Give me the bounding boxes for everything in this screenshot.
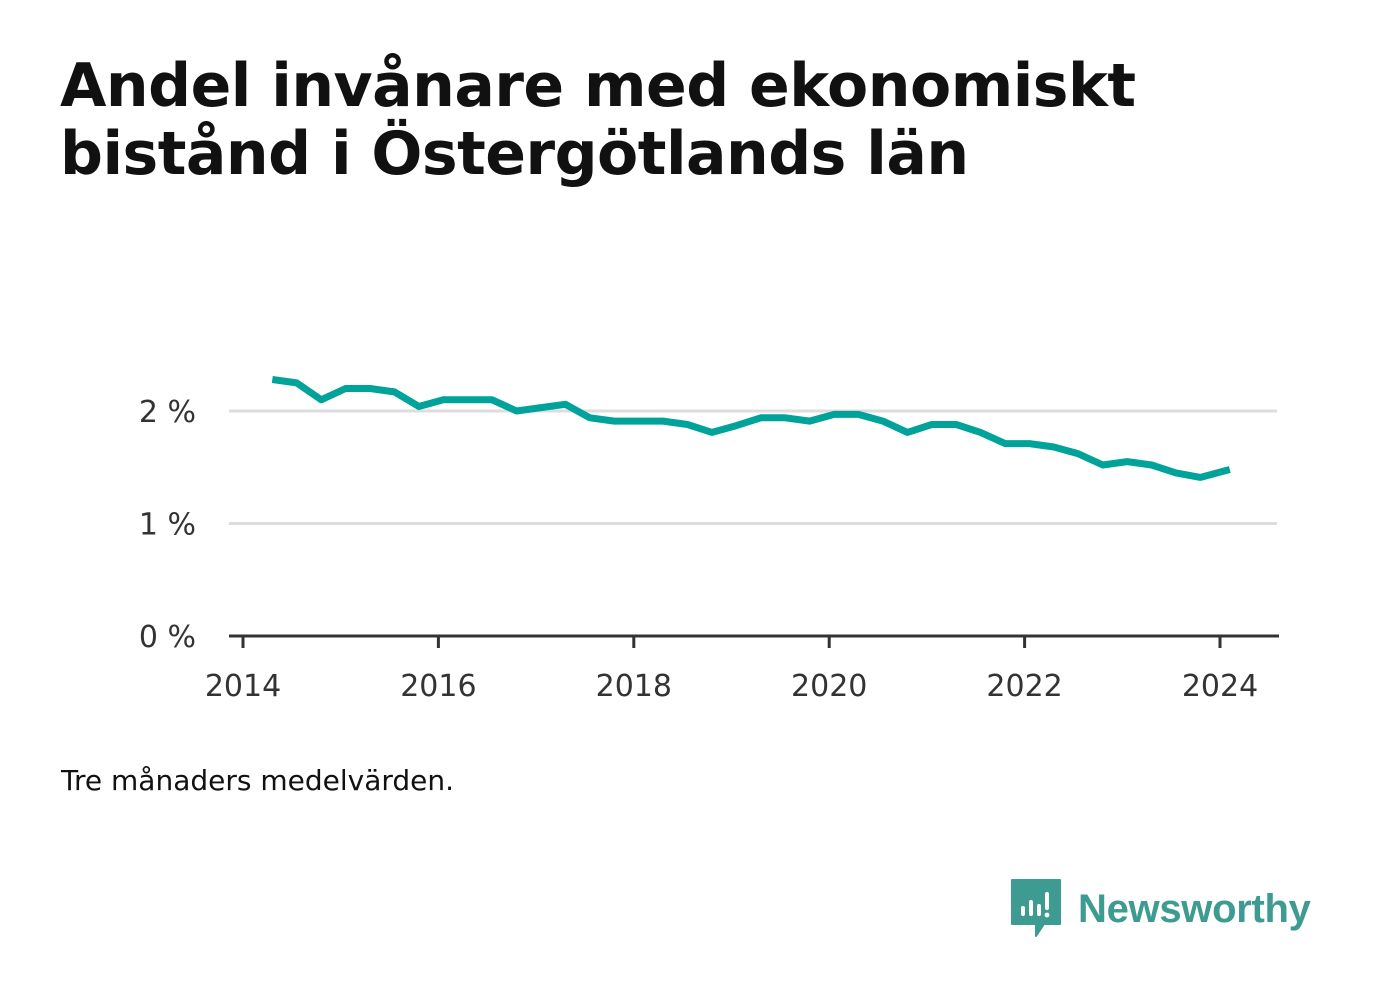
data-point — [1100, 462, 1106, 468]
data-point — [953, 422, 959, 428]
newsworthy-logo-icon — [1011, 879, 1061, 937]
data-point — [269, 377, 275, 383]
data-point — [978, 429, 984, 435]
x-tick-label: 2014 — [205, 669, 281, 704]
y-tick-label: 2 % — [139, 395, 196, 430]
data-point — [611, 418, 617, 424]
data-point — [391, 389, 397, 395]
data-point — [343, 386, 349, 392]
data-point — [782, 415, 788, 421]
y-axis-ticks: 0 % 1 % 2 % — [139, 395, 196, 655]
data-point — [1075, 451, 1081, 457]
data-point — [929, 422, 935, 428]
data-point — [416, 404, 422, 410]
footnote: Tre månaders medelvärden. — [61, 764, 455, 797]
data-point — [880, 418, 886, 424]
brand-name: Newsworthy — [1078, 886, 1311, 931]
data-point — [1173, 470, 1179, 476]
data-point — [709, 429, 715, 435]
data-point — [856, 411, 862, 417]
data-point — [831, 411, 837, 417]
data-point — [587, 415, 593, 421]
x-tick-label: 2024 — [1182, 669, 1258, 704]
data-point — [318, 397, 324, 403]
grid-lines — [229, 409, 1277, 525]
data-point — [1149, 462, 1155, 468]
data-point — [685, 422, 691, 428]
x-tick-label: 2022 — [986, 669, 1062, 704]
data-point — [1124, 459, 1130, 465]
data-point — [489, 397, 495, 403]
data-point — [1051, 444, 1057, 450]
series-line — [271, 376, 1231, 481]
data-point — [758, 415, 764, 421]
x-axis-ticks: 2014 2016 2018 2020 2022 2024 — [205, 636, 1258, 704]
data-point — [1198, 474, 1204, 480]
data-point — [1027, 441, 1033, 447]
brand-logo: Newsworthy — [1010, 878, 1311, 940]
data-point — [294, 380, 300, 386]
data-point — [562, 401, 568, 407]
data-point — [733, 423, 739, 429]
y-tick-label: 0 % — [139, 620, 196, 655]
data-point — [636, 418, 642, 424]
chart-title: Andel invånare med ekonomiskt bistånd i … — [60, 51, 1136, 189]
data-point — [1227, 467, 1233, 473]
data-point — [904, 429, 910, 435]
series-points — [269, 377, 1233, 481]
data-point — [465, 397, 471, 403]
x-tick-label: 2016 — [400, 669, 476, 704]
data-point — [807, 418, 813, 424]
data-point — [514, 408, 520, 414]
data-point — [660, 418, 666, 424]
data-point — [538, 405, 544, 411]
x-tick-label: 2020 — [791, 669, 867, 704]
data-point — [1002, 441, 1008, 447]
data-point — [367, 386, 373, 392]
data-point — [440, 397, 446, 403]
x-tick-label: 2018 — [596, 669, 672, 704]
y-tick-label: 1 % — [139, 508, 196, 543]
